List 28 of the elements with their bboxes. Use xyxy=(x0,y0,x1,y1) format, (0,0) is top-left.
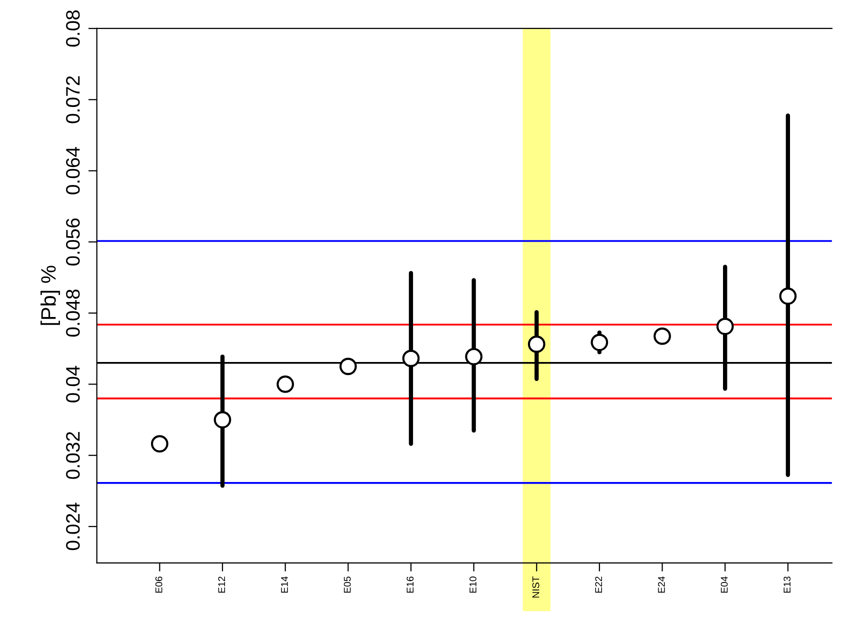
point xyxy=(214,411,232,428)
x-tick-label: E06 xyxy=(155,576,162,593)
x-tick-label: E04 xyxy=(720,576,728,593)
x-tick-label: E16 xyxy=(406,576,414,593)
point xyxy=(779,287,797,305)
x-tick-label: E13 xyxy=(784,576,791,593)
y-axis-title: [Pb] % xyxy=(40,266,60,325)
x-tick-label: E14 xyxy=(281,576,288,593)
y-tick-label: 0.056 xyxy=(66,218,80,266)
point xyxy=(528,336,546,353)
x-tick-label: E05 xyxy=(344,576,351,593)
x-tick-label: E12 xyxy=(218,576,225,593)
y-tick-label: 0.072 xyxy=(66,76,80,124)
y-tick-label: 0.048 xyxy=(66,290,80,337)
point xyxy=(402,350,420,368)
point xyxy=(590,334,608,352)
x-tick-label: NIST xyxy=(532,576,540,598)
x-tick-label: E22 xyxy=(595,576,602,593)
y-tick-label: 0.032 xyxy=(66,432,80,479)
x-tick-label: E24 xyxy=(658,576,665,593)
point xyxy=(465,348,482,366)
y-tick-label: 0.024 xyxy=(66,502,80,550)
point xyxy=(716,318,734,336)
y-tick-label: 0.08 xyxy=(66,10,80,47)
x-tick-label: E10 xyxy=(470,576,476,593)
y-tick-label: 0.04 xyxy=(66,366,80,402)
point xyxy=(339,358,357,376)
y-tick-label: 0.064 xyxy=(66,147,80,194)
